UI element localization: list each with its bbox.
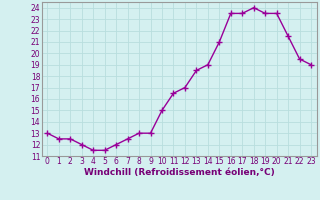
X-axis label: Windchill (Refroidissement éolien,°C): Windchill (Refroidissement éolien,°C) bbox=[84, 168, 275, 177]
